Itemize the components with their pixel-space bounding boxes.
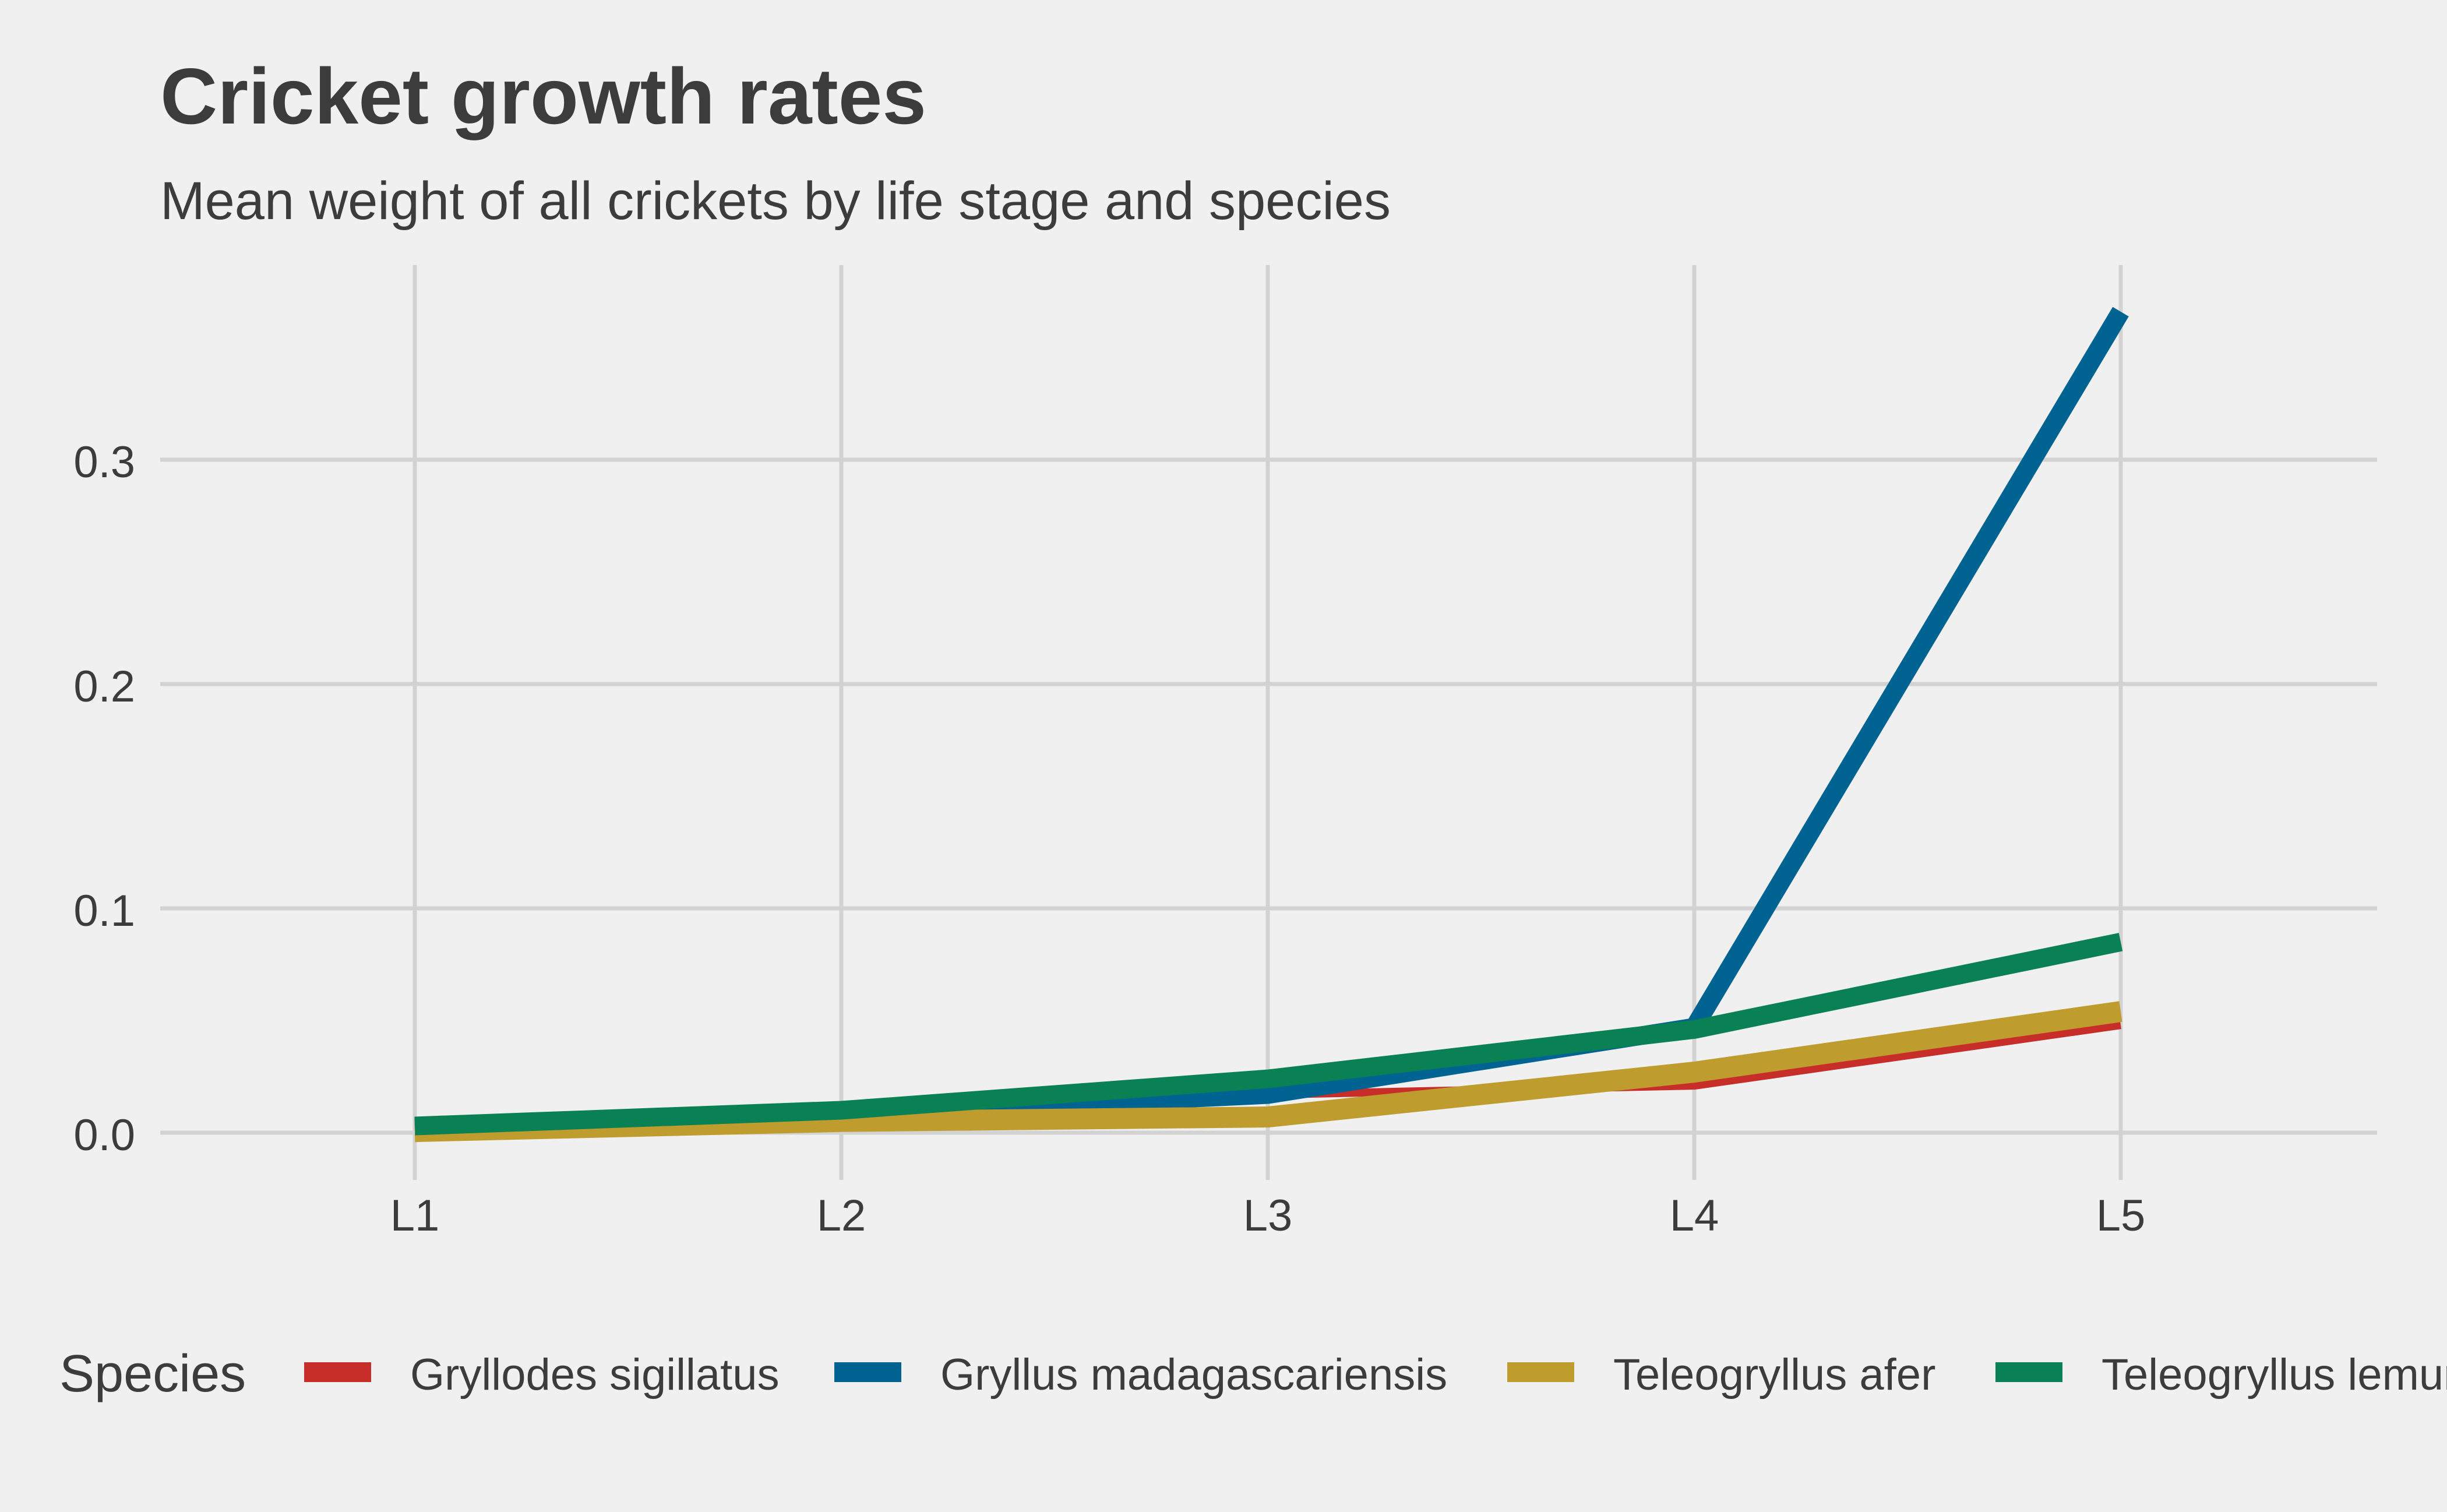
chart-title: Cricket growth rates [160, 52, 926, 140]
series-line [414, 1001, 2122, 1143]
legend-label: Teleogryllus afer [1613, 1350, 1935, 1400]
x-tick-label: L2 [817, 1191, 866, 1240]
x-tick-label: L4 [1670, 1191, 1719, 1240]
legend-key [1507, 1362, 1574, 1382]
y-axis-ticks: 0.0 0.1 0.2 0.3 [73, 438, 135, 1160]
x-tick-label: L3 [1243, 1191, 1293, 1240]
legend-key [834, 1362, 901, 1382]
legend: Species Gryllodes sigillatus Gryllus mada… [59, 1345, 2447, 1403]
legend-label: Gryllus madagascariensis [940, 1350, 1447, 1400]
legend-label: Teleogryllus lemur [2102, 1350, 2447, 1400]
x-axis-ticks: L1 L2 L3 L4 L5 [390, 1191, 2146, 1240]
y-tick-label: 0.0 [73, 1111, 135, 1160]
y-tick-label: 0.1 [73, 886, 135, 936]
legend-key [1995, 1362, 2062, 1382]
x-tick-label: L5 [2096, 1191, 2146, 1240]
legend-key [304, 1362, 371, 1382]
legend-label: Gryllodes sigillatus [410, 1350, 780, 1400]
y-tick-label: 0.3 [73, 438, 135, 487]
legend-title: Species [59, 1345, 246, 1403]
series-lines [414, 306, 2129, 1143]
y-tick-label: 0.2 [73, 662, 135, 711]
x-tick-label: L1 [390, 1191, 440, 1240]
series-line [414, 933, 2123, 1136]
chart-subtitle: Mean weight of all crickets by life stag… [160, 171, 1391, 231]
